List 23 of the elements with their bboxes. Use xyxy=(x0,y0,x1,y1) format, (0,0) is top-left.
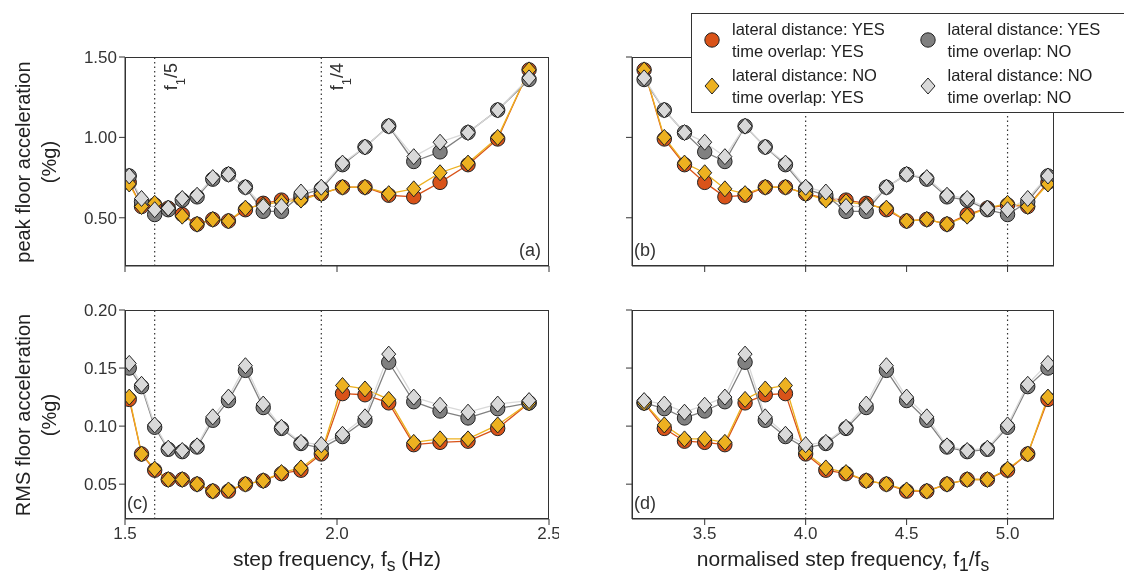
y-tick-label: 0.10 xyxy=(83,417,117,437)
y-tick-label: 0.50 xyxy=(83,208,117,228)
x-tick-label: 4.0 xyxy=(793,524,818,544)
x-tick-label: 2.0 xyxy=(325,524,349,544)
legend-label: lateral distance: NO time overlap: YES xyxy=(732,65,877,108)
x-tick-label: 1.5 xyxy=(113,524,137,544)
y-tick-label: 0.05 xyxy=(83,475,117,495)
y-axis-title: RMS floor acceleration (%g) xyxy=(10,312,61,518)
annotation: (c) xyxy=(127,493,148,514)
x-tick-label: 4.5 xyxy=(894,524,919,544)
x-tick-label: 5.0 xyxy=(995,524,1020,544)
x-axis-title: normalised step frequency, f$_{1}$/f$_{s}$ xyxy=(695,547,991,577)
y-axis-title: peak floor acceleration (%g) xyxy=(10,59,61,265)
y-tick-label: 0.15 xyxy=(83,359,117,379)
legend-label: lateral distance: NO time overlap: NO xyxy=(947,65,1093,108)
y-tick-label: 1.50 xyxy=(83,48,117,68)
y-tick-label: 0.20 xyxy=(83,301,117,321)
annotation: (b) xyxy=(634,240,656,261)
x-tick-label: 3.5 xyxy=(692,524,717,544)
y-tick-label: 1.00 xyxy=(83,128,117,148)
annotation: (d) xyxy=(634,493,656,514)
x-axis-title: step frequency, f$_{s}$ (Hz) xyxy=(232,547,442,577)
annotation: (a) xyxy=(519,240,541,261)
